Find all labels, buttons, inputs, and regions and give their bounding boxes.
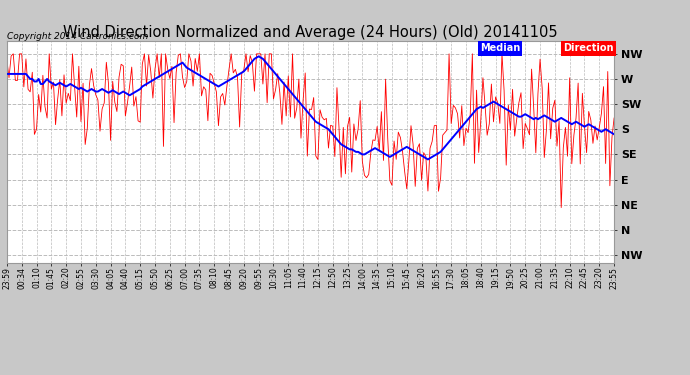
Title: Wind Direction Normalized and Average (24 Hours) (Old) 20141105: Wind Direction Normalized and Average (2… [63, 25, 558, 40]
Text: Copyright 2014 Cartronics.com: Copyright 2014 Cartronics.com [7, 32, 148, 41]
Text: Median: Median [480, 44, 520, 54]
Text: Direction: Direction [563, 44, 613, 54]
